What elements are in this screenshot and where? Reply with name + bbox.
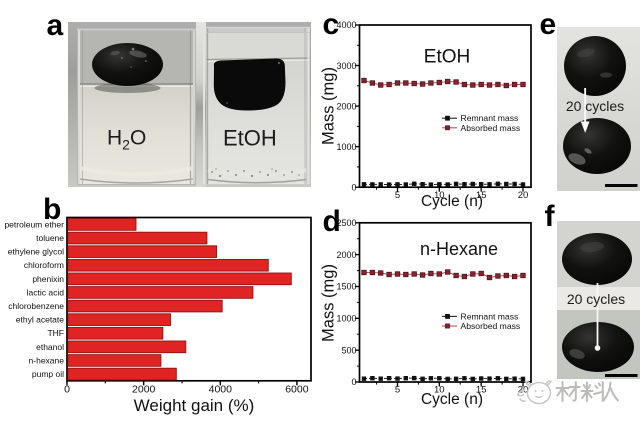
svg-text:500: 500 bbox=[341, 345, 356, 355]
svg-text:THF: THF bbox=[47, 328, 64, 338]
svg-text:toluene: toluene bbox=[36, 233, 64, 243]
svg-text:lactic acid: lactic acid bbox=[27, 287, 65, 297]
svg-text:20 cycles: 20 cycles bbox=[566, 98, 624, 114]
svg-text:a: a bbox=[47, 9, 64, 42]
svg-text:ethyl acetate: ethyl acetate bbox=[16, 315, 64, 325]
svg-text:2500: 2500 bbox=[336, 218, 356, 228]
svg-text:10: 10 bbox=[434, 190, 445, 201]
svg-text:c: c bbox=[323, 8, 340, 41]
svg-text:Cycle (n): Cycle (n) bbox=[421, 391, 483, 408]
svg-text:EtOH: EtOH bbox=[424, 47, 470, 68]
svg-text:Absorbed mass: Absorbed mass bbox=[461, 321, 521, 331]
svg-text:2000: 2000 bbox=[132, 384, 156, 396]
svg-text:d: d bbox=[323, 205, 341, 238]
svg-text:2000: 2000 bbox=[336, 250, 356, 260]
svg-text:15: 15 bbox=[476, 385, 487, 396]
svg-text:ethylene glycol: ethylene glycol bbox=[8, 247, 64, 257]
svg-text:5: 5 bbox=[395, 385, 400, 396]
svg-text:Cycle (n): Cycle (n) bbox=[421, 193, 483, 210]
svg-text:4000: 4000 bbox=[209, 384, 233, 396]
svg-text:20 cycles: 20 cycles bbox=[567, 291, 625, 307]
svg-text:n-hexane: n-hexane bbox=[29, 355, 65, 365]
svg-text:2000: 2000 bbox=[336, 101, 356, 111]
svg-text:1500: 1500 bbox=[336, 282, 356, 292]
svg-text:Mass (mg): Mass (mg) bbox=[320, 67, 338, 145]
svg-text:0: 0 bbox=[351, 377, 356, 387]
svg-text:3000: 3000 bbox=[336, 61, 356, 71]
svg-text:f: f bbox=[545, 200, 556, 233]
svg-text:Weight gain (%): Weight gain (%) bbox=[134, 396, 255, 415]
svg-text:chloroform: chloroform bbox=[24, 260, 64, 270]
svg-text:H2O: H2O bbox=[107, 127, 146, 153]
svg-text:ethanol: ethanol bbox=[36, 342, 64, 352]
svg-text:Absorbed mass: Absorbed mass bbox=[461, 123, 521, 133]
svg-text:6000: 6000 bbox=[285, 384, 309, 396]
svg-text:pump oil: pump oil bbox=[32, 369, 64, 379]
svg-text:chlorobenzene: chlorobenzene bbox=[8, 301, 64, 311]
svg-text:1000: 1000 bbox=[336, 314, 356, 324]
svg-text:EtOH: EtOH bbox=[223, 126, 277, 151]
svg-text:Mass (mg): Mass (mg) bbox=[320, 264, 338, 342]
svg-text:Remnant mass: Remnant mass bbox=[461, 113, 519, 123]
svg-text:15: 15 bbox=[476, 190, 487, 201]
svg-text:n-Hexane: n-Hexane bbox=[420, 239, 498, 259]
svg-text:1000: 1000 bbox=[336, 142, 356, 152]
svg-text:phenixin: phenixin bbox=[32, 274, 64, 284]
svg-text:Remnant mass: Remnant mass bbox=[461, 311, 519, 321]
svg-text:20: 20 bbox=[518, 190, 529, 201]
svg-text:10: 10 bbox=[434, 385, 445, 396]
svg-text:b: b bbox=[43, 193, 61, 226]
svg-text:e: e bbox=[540, 8, 557, 41]
svg-text:0: 0 bbox=[351, 182, 356, 192]
svg-text:0: 0 bbox=[64, 384, 70, 396]
svg-text:5: 5 bbox=[395, 190, 400, 201]
svg-text:petroleum ether: petroleum ether bbox=[4, 219, 64, 229]
svg-text:4000: 4000 bbox=[336, 20, 356, 30]
